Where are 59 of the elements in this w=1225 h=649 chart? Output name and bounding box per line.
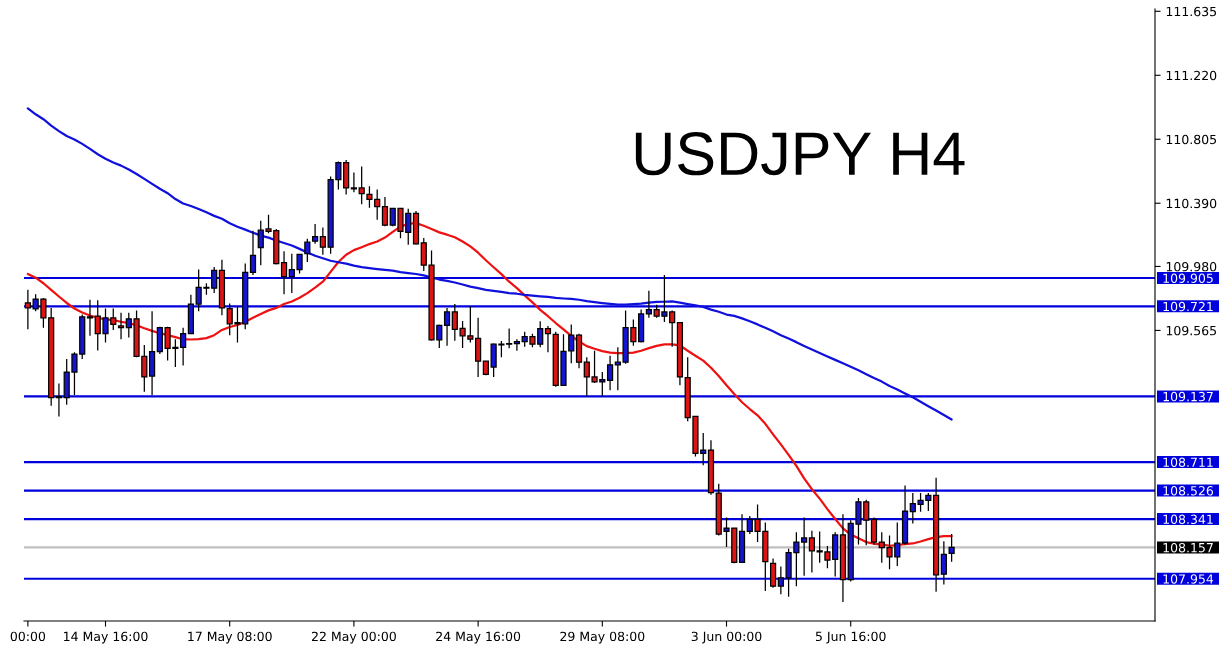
candlestick [738,513,746,564]
ref-line-label: 108.341 [1163,514,1213,525]
candlestick [948,533,955,563]
candlestick [901,484,909,546]
candlestick [676,322,684,386]
ref-line-label: 108.711 [1163,457,1213,467]
text: USDJPY H4 [635,132,965,176]
x-tick-label: 24 May 16:00 [436,631,521,644]
candlestick [24,289,31,330]
candlestick [304,238,311,263]
ref-line-label: 107.954 [1163,574,1214,584]
line-series [26,222,953,547]
candlestick [358,165,365,205]
candlestick [544,325,552,353]
candlestick [86,299,94,337]
ref-line-label: 109.905 [1163,273,1213,283]
x-tick-label: 5 Jun 16:00 [815,631,886,644]
candlestick [870,516,878,546]
y-tick-label: 110.805 [1166,134,1217,145]
candlestick [769,557,777,589]
candlestick [474,317,482,378]
candlestick [645,290,652,319]
ref-line-label: 108.526 [1163,486,1214,496]
ref-line-label: 109.721 [1163,301,1213,312]
candlestick [412,210,420,246]
candlestick [513,338,521,352]
candlestick [148,310,156,396]
candlestick [707,439,715,496]
y-tick-label: 110.390 [1166,198,1217,209]
x-tick-label: 3 Jun 00:00 [691,631,762,644]
x-tick-label: 17 May 08:00 [188,631,272,644]
candlestick [350,171,358,193]
ref-line-label: 109.137 [1163,391,1213,402]
x-tick-label: 29 May 08:00 [560,631,645,644]
x-tick-label: 22 May 00:00 [311,631,396,644]
y-tick-label: 109.980 [1166,261,1217,272]
candlestick [311,223,319,245]
candlestick [187,294,195,335]
candlestick [606,355,614,391]
candlestick [218,259,226,316]
y-tick-label: 111.220 [1166,70,1217,81]
x-tick-label: 00:00 [10,631,46,642]
ref-line-label: 108.157 [1163,542,1213,553]
candlestick [117,312,125,340]
candlestick [443,307,451,347]
candlestick [575,333,583,369]
candlestick [280,250,288,295]
x-tick-label: 14 May 16:00 [64,631,148,644]
candlestick [638,308,645,344]
y-tick-label: 111.635 [1166,6,1217,17]
candlestick [808,530,816,574]
candlestick [568,323,575,364]
candlestick [932,477,940,593]
candlestick [940,540,947,586]
candlestick [249,230,257,276]
candlestick [381,196,389,227]
candlestick [55,382,63,418]
candlestick [839,513,847,603]
y-tick-label: 109.565 [1166,325,1217,336]
